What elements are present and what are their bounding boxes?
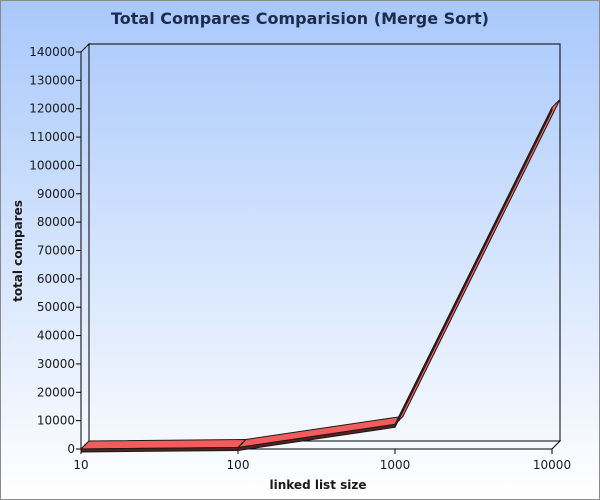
y-tick-label: 90000: [37, 187, 75, 201]
x-axis: 10 100 1000 10000: [73, 449, 571, 472]
y-tick-label: 100000: [29, 158, 75, 172]
x-axis-title: linked list size: [270, 478, 367, 492]
y-tick-label: 120000: [29, 102, 75, 116]
data-point: [241, 442, 243, 445]
y-tick-label: 60000: [37, 272, 75, 286]
y-axis: 0 10000 20000 30000 40000 50000 60000 70000 8000…: [29, 45, 81, 456]
plot-walls: [79, 42, 562, 451]
y-tick-label: 20000: [37, 385, 75, 399]
chart-title: Total Compares Comparision (Merge Sort): [111, 9, 489, 28]
y-tick-label: 110000: [29, 130, 75, 144]
data-point: [84, 444, 86, 446]
x-tick-label: 1000: [380, 458, 411, 472]
series-segment-top: [237, 415, 404, 448]
x-tick-label: 10: [73, 458, 88, 472]
x-tick-label: 10000: [533, 458, 571, 472]
y-tick-label: 140000: [29, 45, 75, 59]
y-tick-label: 10000: [37, 414, 75, 428]
y-tick-label: 30000: [37, 357, 75, 371]
y-tick-label: 70000: [37, 244, 75, 258]
y-tick-label: 0: [67, 442, 75, 456]
series-layer: [80, 98, 561, 453]
y-tick-label: 50000: [37, 300, 75, 314]
series-segment-edge: [394, 106, 553, 428]
y-tick-label: 80000: [37, 215, 75, 229]
y-axis-title: total compares: [11, 200, 25, 302]
y-tick-label: 40000: [37, 329, 75, 343]
x-tick-label: 100: [227, 458, 250, 472]
y-tick-label: 130000: [29, 73, 75, 87]
data-point: [555, 102, 557, 105]
left-wall: [80, 42, 90, 451]
data-point: [398, 419, 400, 422]
